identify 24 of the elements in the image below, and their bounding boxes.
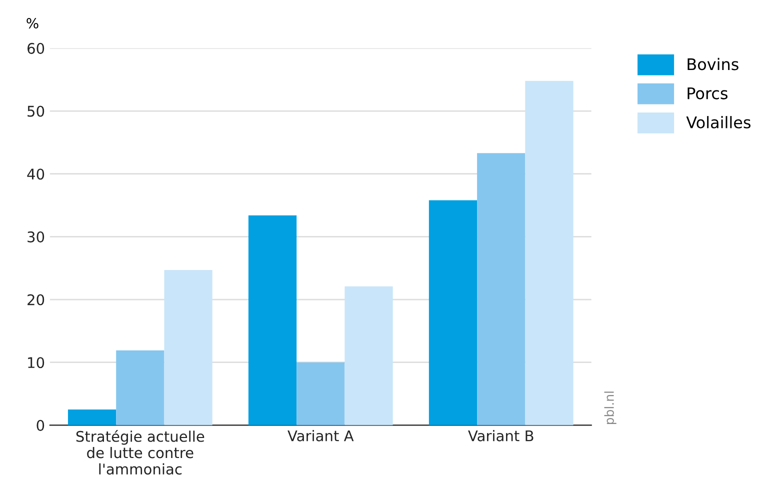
bar [164,270,212,426]
y-axis-title: % [26,18,38,29]
y-tick-label: 40 [27,168,44,180]
legend-label: Volailles [686,116,751,128]
bar [248,215,297,426]
legend-label: Porcs [688,87,728,100]
text: pbl.nl [604,392,616,424]
y-tick-label: 30 [28,231,44,242]
y-tick-label: 0 [36,420,44,431]
y-tick-label: 50 [28,106,44,117]
x-tick-label: Variant A [288,430,354,442]
bar [428,200,478,426]
bar [296,362,345,426]
bar [68,409,116,426]
x-tick-label: Variant B [468,430,534,442]
y-tick-label: 60 [28,42,44,54]
y-tick-label: 10 [28,357,44,368]
bar [477,153,526,426]
bar [525,80,574,426]
legend-label: Bovins [688,58,738,70]
bar [344,286,393,426]
x-tick-label: Stratégie actuelle de lutte contre l'ammoniac [76,430,204,475]
y-tick-label: 20 [28,294,44,306]
bar [116,350,164,426]
